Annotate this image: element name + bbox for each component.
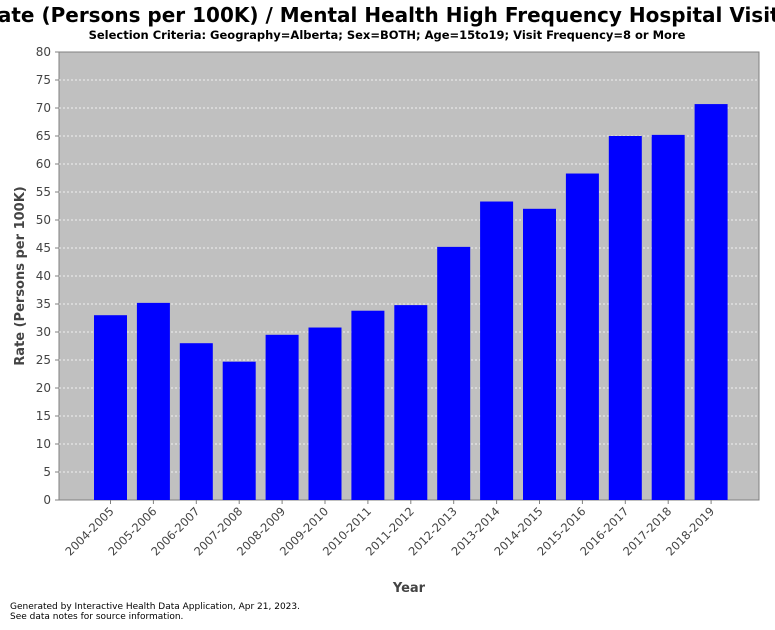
- y-tick-label: 30: [36, 325, 51, 339]
- y-tick-label: 15: [36, 409, 51, 423]
- bar: [308, 327, 342, 500]
- bar: [265, 334, 299, 500]
- y-tick-label: 0: [43, 493, 51, 507]
- y-axis-label: Rate (Persons per 100K): [13, 186, 28, 365]
- bar: [651, 134, 685, 500]
- y-tick-label: 60: [36, 157, 51, 171]
- chart-title: Rate (Persons per 100K) / Mental Health …: [0, 3, 775, 27]
- y-tick-label: 40: [36, 269, 51, 283]
- y-tick-label: 50: [36, 213, 51, 227]
- y-tick-label: 25: [36, 353, 51, 367]
- y-tick-label: 80: [36, 45, 51, 59]
- x-axis: 2004-20052005-20062006-20072007-20082008…: [62, 500, 717, 558]
- y-tick-label: 75: [36, 73, 51, 87]
- y-tick-label: 20: [36, 381, 51, 395]
- bar: [351, 310, 385, 500]
- bars: [94, 104, 728, 501]
- y-tick-label: 10: [36, 437, 51, 451]
- bar: [437, 246, 471, 500]
- bar: [523, 208, 556, 501]
- bar: [394, 305, 428, 500]
- bar: [136, 302, 170, 500]
- y-tick-label: 65: [36, 129, 51, 143]
- bar: [565, 173, 599, 500]
- x-axis-label: Year: [392, 581, 426, 596]
- bar: [608, 136, 642, 500]
- footer-notes: See data notes for source information.: [10, 612, 183, 622]
- chart-subtitle: Selection Criteria: Geography=Alberta; S…: [89, 28, 686, 42]
- y-tick-label: 70: [36, 101, 51, 115]
- bar: [694, 104, 728, 500]
- bar: [480, 201, 514, 500]
- y-tick-label: 5: [43, 465, 51, 479]
- y-tick-label: 35: [36, 297, 51, 311]
- bar: [94, 315, 127, 500]
- bar: [222, 361, 256, 500]
- y-tick-label: 45: [36, 241, 51, 255]
- y-tick-label: 55: [36, 185, 51, 199]
- y-axis: 0 5 10 15 20 25 30 35 40 45 50 55 60 65 70 75 80: [36, 45, 59, 507]
- bar: [179, 343, 213, 500]
- footer-generated: Generated by Interactive Health Data App…: [10, 602, 300, 612]
